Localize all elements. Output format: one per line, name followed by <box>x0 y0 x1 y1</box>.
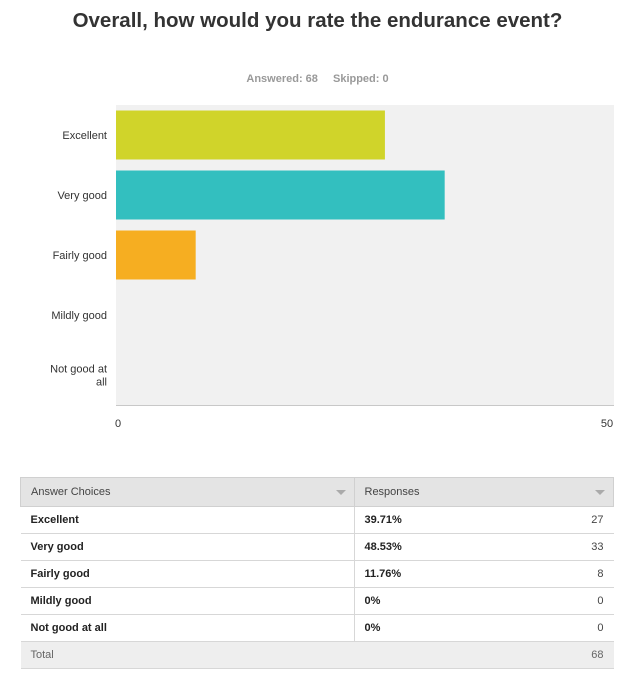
category-label: Very good <box>57 190 107 202</box>
bar-chart: Excellent Very good Fairly good Mildly good… <box>50 105 614 430</box>
sort-caret-icon[interactable] <box>595 490 605 495</box>
answer-choice-cell: Very good <box>20 533 355 561</box>
response-percent-cell: 11.76% <box>354 560 535 588</box>
bar-fairly-good <box>116 230 196 280</box>
response-count-cell: 8 <box>534 560 614 588</box>
table-row: Fairly good 11.76% 8 <box>20 560 614 588</box>
category-label: Not good at all <box>50 364 107 389</box>
total-row: Total 68 <box>20 641 614 669</box>
bar-excellent <box>116 110 385 160</box>
bar-very-good <box>116 170 445 220</box>
answer-choice-cell: Excellent <box>20 506 355 534</box>
response-count-cell: 27 <box>534 506 614 534</box>
answer-choices-header[interactable]: Answer Choices <box>20 477 355 507</box>
answer-choice-cell: Fairly good <box>20 560 355 588</box>
category-label: Mildly good <box>51 310 107 322</box>
table-row: Very good 48.53% 33 <box>20 533 614 561</box>
responses-table: Answer Choices Responses Excellent 39.71… <box>20 477 614 669</box>
skipped-count: Skipped: 0 <box>332 73 389 85</box>
category-label: Fairly good <box>53 250 107 262</box>
sort-caret-icon[interactable] <box>335 490 346 495</box>
answered-count: Answered: 68 <box>246 73 318 85</box>
response-summary: Answered: 68 Skipped: 0 <box>0 73 635 85</box>
answer-choices-header-label: Answer Choices <box>31 486 111 498</box>
answer-choice-cell: Mildly good <box>20 587 355 615</box>
response-count-cell: 0 <box>534 587 614 615</box>
response-count-cell: 33 <box>534 533 614 561</box>
question-title: Overall, how would you rate the enduranc… <box>72 9 563 32</box>
x-tick-label: 0 <box>115 418 121 430</box>
response-percent-cell: 0% <box>354 614 535 642</box>
answer-choice-cell: Not good at all <box>20 614 355 642</box>
response-percent-cell: 0% <box>354 587 535 615</box>
response-percent-cell: 48.53% <box>354 533 535 561</box>
response-percent-cell: 39.71% <box>354 506 535 534</box>
category-label: Excellent <box>62 130 107 142</box>
x-tick-label: 50 <box>601 418 613 430</box>
table-row: Not good at all 0% 0 <box>20 614 614 642</box>
total-spacer <box>354 641 535 669</box>
responses-header[interactable]: Responses <box>353 477 614 507</box>
total-value: 68 <box>534 641 614 669</box>
table-row: Excellent 39.71% 27 <box>20 506 614 534</box>
response-count-cell: 0 <box>534 614 614 642</box>
responses-header-label: Responses <box>364 486 420 498</box>
table-row: Mildly good 0% 0 <box>20 587 614 615</box>
table-header-row: Answer Choices Responses <box>20 477 614 507</box>
total-label: Total <box>20 641 354 669</box>
